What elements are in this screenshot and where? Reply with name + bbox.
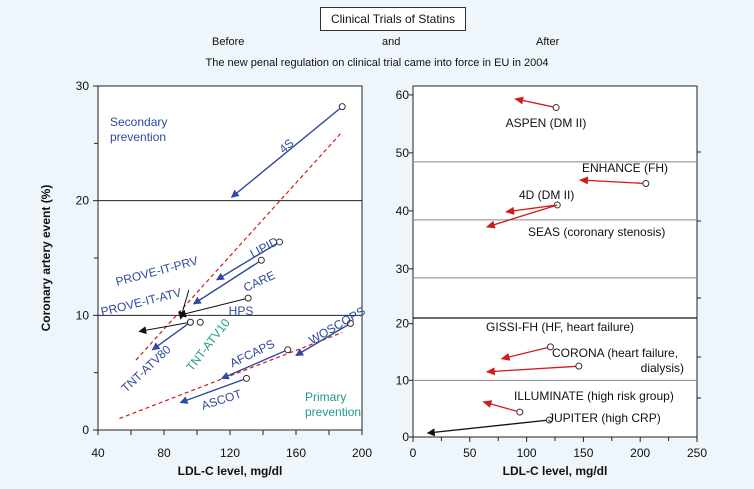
right-y-tick-label: 10	[396, 373, 410, 387]
trial-label: JUPITER (high CRP)	[548, 411, 661, 425]
secondary-prevention-label: prevention	[110, 130, 166, 144]
header-subtitle: The new penal regulation on clinical tri…	[205, 57, 549, 69]
trial-point	[546, 343, 554, 351]
before-label: Before	[212, 36, 245, 48]
left-x-tick-label: 120	[220, 446, 240, 460]
trial-arrow	[192, 259, 262, 305]
right-y-tick-label: 50	[396, 146, 410, 160]
trial-arrow	[178, 289, 190, 320]
trial-point	[642, 179, 650, 187]
trial-arrow	[151, 321, 191, 351]
trial-point	[276, 238, 283, 246]
trial-point	[552, 104, 560, 112]
secondary-prevention-label: Secondary	[110, 115, 167, 129]
right-plot-area	[412, 85, 698, 438]
right-x-tick-label: 50	[463, 446, 477, 460]
right-x-tick-label: 250	[687, 446, 707, 460]
trial-point	[346, 319, 354, 327]
trial-label: ASPEN (DM II)	[506, 116, 587, 130]
trial-arrow	[138, 321, 191, 335]
trial-point	[244, 294, 252, 302]
trial-point	[257, 256, 265, 264]
left-x-tick-label: 160	[286, 446, 306, 460]
right-y-tick-label: 40	[396, 204, 410, 218]
left-y-tick-label: 0	[82, 423, 89, 437]
trial-point	[545, 416, 553, 424]
trial-point	[186, 318, 194, 326]
right-x-tick-label: 100	[517, 446, 537, 460]
trial-arrow	[179, 377, 247, 404]
left-y-tick-label: 30	[76, 79, 90, 93]
trial-arrow	[220, 349, 289, 380]
right-x-tick-label: 200	[630, 446, 650, 460]
right-x-axis-label: LDL-C level, mg/dl	[503, 464, 608, 478]
and-label: and	[382, 36, 401, 48]
trial-point	[516, 408, 524, 416]
left-plot-area	[97, 85, 363, 431]
right-y-tick-label: 0	[402, 430, 409, 444]
trial-label: HPS	[229, 304, 254, 318]
left-x-tick-label: 200	[352, 446, 372, 460]
trial-arrow	[578, 176, 646, 185]
left-reference-line	[119, 331, 343, 420]
trial-arrow	[230, 106, 343, 198]
right-x-tick-label: 0	[410, 446, 417, 460]
trial-arrow	[485, 204, 558, 229]
primary-prevention-label: Primary	[305, 390, 346, 404]
right-x-tick-label: 150	[573, 446, 593, 460]
after-label: After	[536, 36, 560, 48]
trial-point	[338, 103, 346, 111]
trial-arrow	[485, 365, 579, 376]
right-y-tick-label: 20	[396, 317, 410, 331]
trial-label: GISSI-FH (HF, heart failure)	[486, 320, 634, 334]
left-x-tick-label: 40	[91, 446, 105, 460]
trial-arrow	[500, 346, 551, 361]
right-y-tick-label: 60	[396, 88, 410, 102]
trial-arrow	[295, 322, 351, 357]
trial-arrow	[482, 400, 520, 413]
trial-arrow	[505, 204, 558, 215]
trial-label: SEAS (coronary stenosis)	[528, 225, 665, 239]
trial-point	[284, 346, 292, 354]
right-y-tick-label: 30	[396, 262, 410, 276]
trial-label: 4D (DM II)	[519, 188, 574, 202]
trial-label: ILLUMINATE (high risk group)	[514, 389, 674, 403]
primary-prevention-label: prevention	[305, 405, 361, 419]
trial-point	[196, 318, 204, 326]
trial-arrow	[177, 297, 249, 318]
trial-arrow	[215, 241, 280, 281]
left-reference-line	[135, 131, 343, 361]
trial-arrow	[426, 419, 550, 437]
left-x-axis-label: LDL-C level, mg/dl	[178, 464, 283, 478]
left-y-axis-label: Coronary artery event (%)	[39, 185, 53, 332]
trial-arrow	[514, 96, 557, 109]
trial-label: CORONA (heart failure,	[552, 346, 678, 360]
left-y-tick-label: 20	[76, 194, 90, 208]
trial-label: dialysis)	[641, 361, 684, 375]
trial-point	[243, 374, 250, 382]
left-x-tick-label: 80	[157, 446, 171, 460]
chart-title: Clinical Trials of Statins	[320, 7, 466, 31]
trial-label: ENHANCE (FH)	[582, 161, 668, 175]
left-y-tick-label: 10	[76, 308, 90, 322]
trial-point	[575, 362, 583, 370]
